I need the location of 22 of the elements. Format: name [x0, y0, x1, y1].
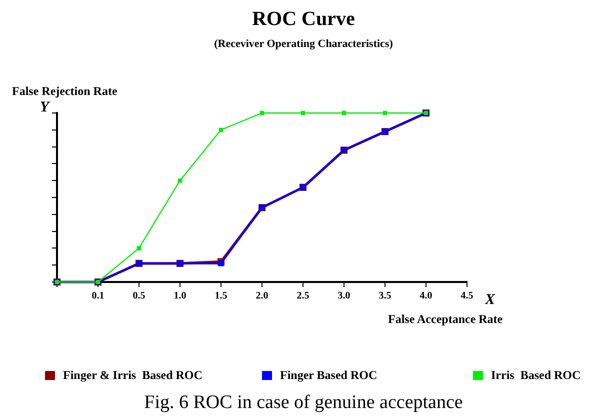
x-tick-label: 0.1 — [92, 290, 104, 302]
x-tick-label: 1.5 — [214, 290, 228, 302]
chart-title: ROC Curve — [251, 8, 356, 31]
x-tick-label: 2.5 — [296, 290, 310, 302]
legend-label: Finger & Irris Based ROC — [63, 368, 202, 383]
x-tick-label: 2.0 — [256, 290, 268, 302]
x-tick-label: 4.0 — [420, 290, 432, 302]
text: Y — [40, 99, 51, 116]
point — [218, 260, 224, 266]
point — [136, 246, 142, 250]
x-tick-label: 0.5 — [132, 290, 146, 302]
x-tick-label: 3.0 — [338, 290, 350, 302]
x-tick-label: 3.5 — [378, 290, 392, 302]
legend-label: Irris Based ROC — [491, 368, 581, 383]
text: X — [484, 292, 496, 308]
x-tick-label: 1.0 — [174, 290, 186, 302]
y-axis-title: False Rejection Rate — [12, 84, 118, 99]
chart-subtitle: (Receviver Operating Characteristics) — [213, 38, 394, 50]
legend-label: Finger Based ROC — [280, 368, 378, 383]
caption: Fig. 6 ROC in case of genuine acceptance — [143, 392, 464, 414]
x-tick-label: 4.5 — [460, 290, 474, 302]
x-axis-title: False Acceptance Rate — [388, 312, 503, 327]
